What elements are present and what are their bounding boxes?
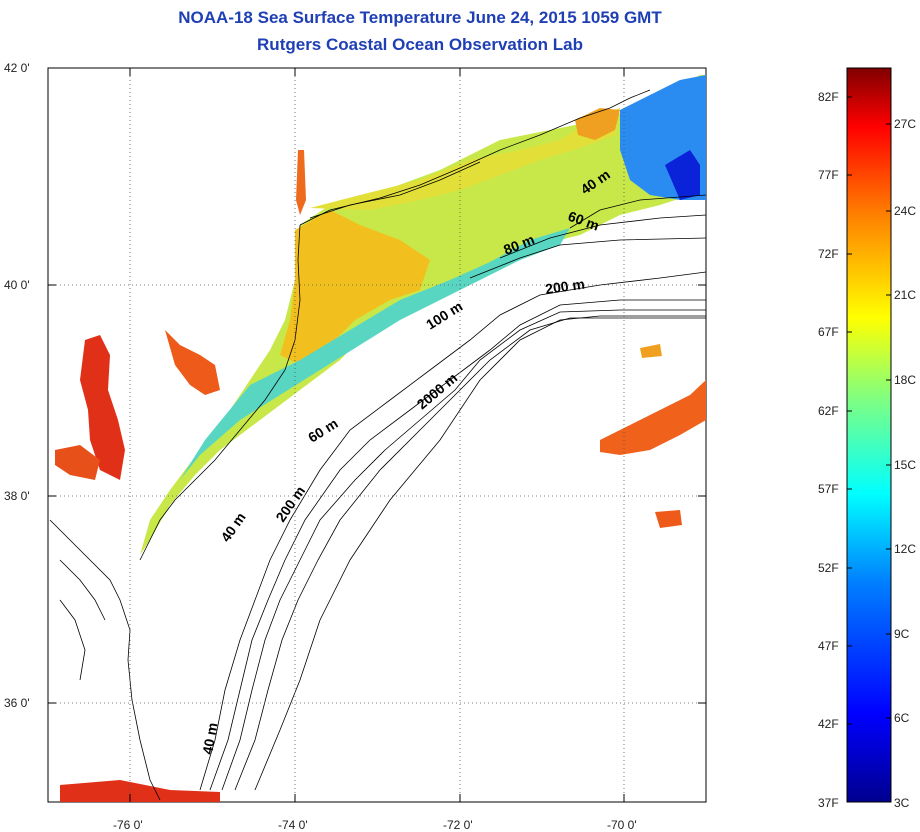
x-axis-label-74: -74 0' <box>278 818 308 832</box>
colorbar-f-77: 77F <box>818 168 839 182</box>
sst-chesapeake-bay <box>80 335 125 480</box>
y-axis-label-36: 36 0' <box>4 696 30 710</box>
map-title: NOAA-18 Sea Surface Temperature June 24,… <box>178 8 662 27</box>
y-axis-label-42: 42 0' <box>4 61 30 75</box>
contour-label-200m-north: 200 m <box>544 276 586 297</box>
graticule <box>48 68 706 802</box>
sst-gulf-stream-eddy <box>600 380 706 455</box>
colorbar-c-27: 27C <box>894 117 917 131</box>
coastline <box>49 89 651 801</box>
colorbar-f-82: 82F <box>818 90 839 104</box>
sst-southern-warm <box>60 780 220 802</box>
colorbar-c-3: 3C <box>894 796 910 810</box>
x-axis-label-72: -72 0' <box>443 818 473 832</box>
sst-offshore-patch <box>655 510 682 528</box>
colorbar-c-9: 9C <box>894 627 910 641</box>
sst-offshore-patch-2 <box>640 344 662 358</box>
colorbar-c-24: 24C <box>894 204 917 218</box>
colorbar-c-15: 15C <box>894 458 917 472</box>
colorbar-f-57: 57F <box>818 482 839 496</box>
contour-label-40m-south: 40 m <box>199 721 220 755</box>
bathymetry-contours <box>199 194 706 791</box>
colorbar <box>846 67 892 803</box>
sst-outer-shelf <box>180 228 570 480</box>
colorbar-f-67: 67F <box>818 325 839 339</box>
y-axis-label-40: 40 0' <box>4 278 30 292</box>
axis-ticks <box>48 67 706 802</box>
colorbar-f-42: 42F <box>818 717 839 731</box>
map-subtitle: Rutgers Coastal Ocean Observation Lab <box>257 35 583 54</box>
x-axis-label-76: -76 0' <box>113 818 143 832</box>
sst-shelf-field <box>140 75 706 555</box>
colorbar-c-12: 12C <box>894 542 917 556</box>
y-axis-label-38: 38 0' <box>4 489 30 503</box>
colorbar-c-21: 21C <box>894 288 917 302</box>
sst-warm-core <box>280 210 430 365</box>
colorbar-c-18: 18C <box>894 373 917 387</box>
sst-chesapeake-tributary <box>55 445 100 480</box>
colorbar-f-52: 52F <box>818 561 839 575</box>
colorbar-f-37: 37F <box>818 796 839 810</box>
sst-hudson-river <box>296 150 306 215</box>
sst-delaware-bay <box>165 330 220 395</box>
colorbar-f-62: 62F <box>818 404 839 418</box>
colorbar-f-47: 47F <box>818 639 839 653</box>
x-axis-label-70: -70 0' <box>607 818 637 832</box>
colorbar-ticks <box>847 96 891 725</box>
sst-coldest-patch <box>665 150 700 200</box>
colorbar-c-6: 6C <box>894 711 910 725</box>
colorbar-f-72: 72F <box>818 247 839 261</box>
